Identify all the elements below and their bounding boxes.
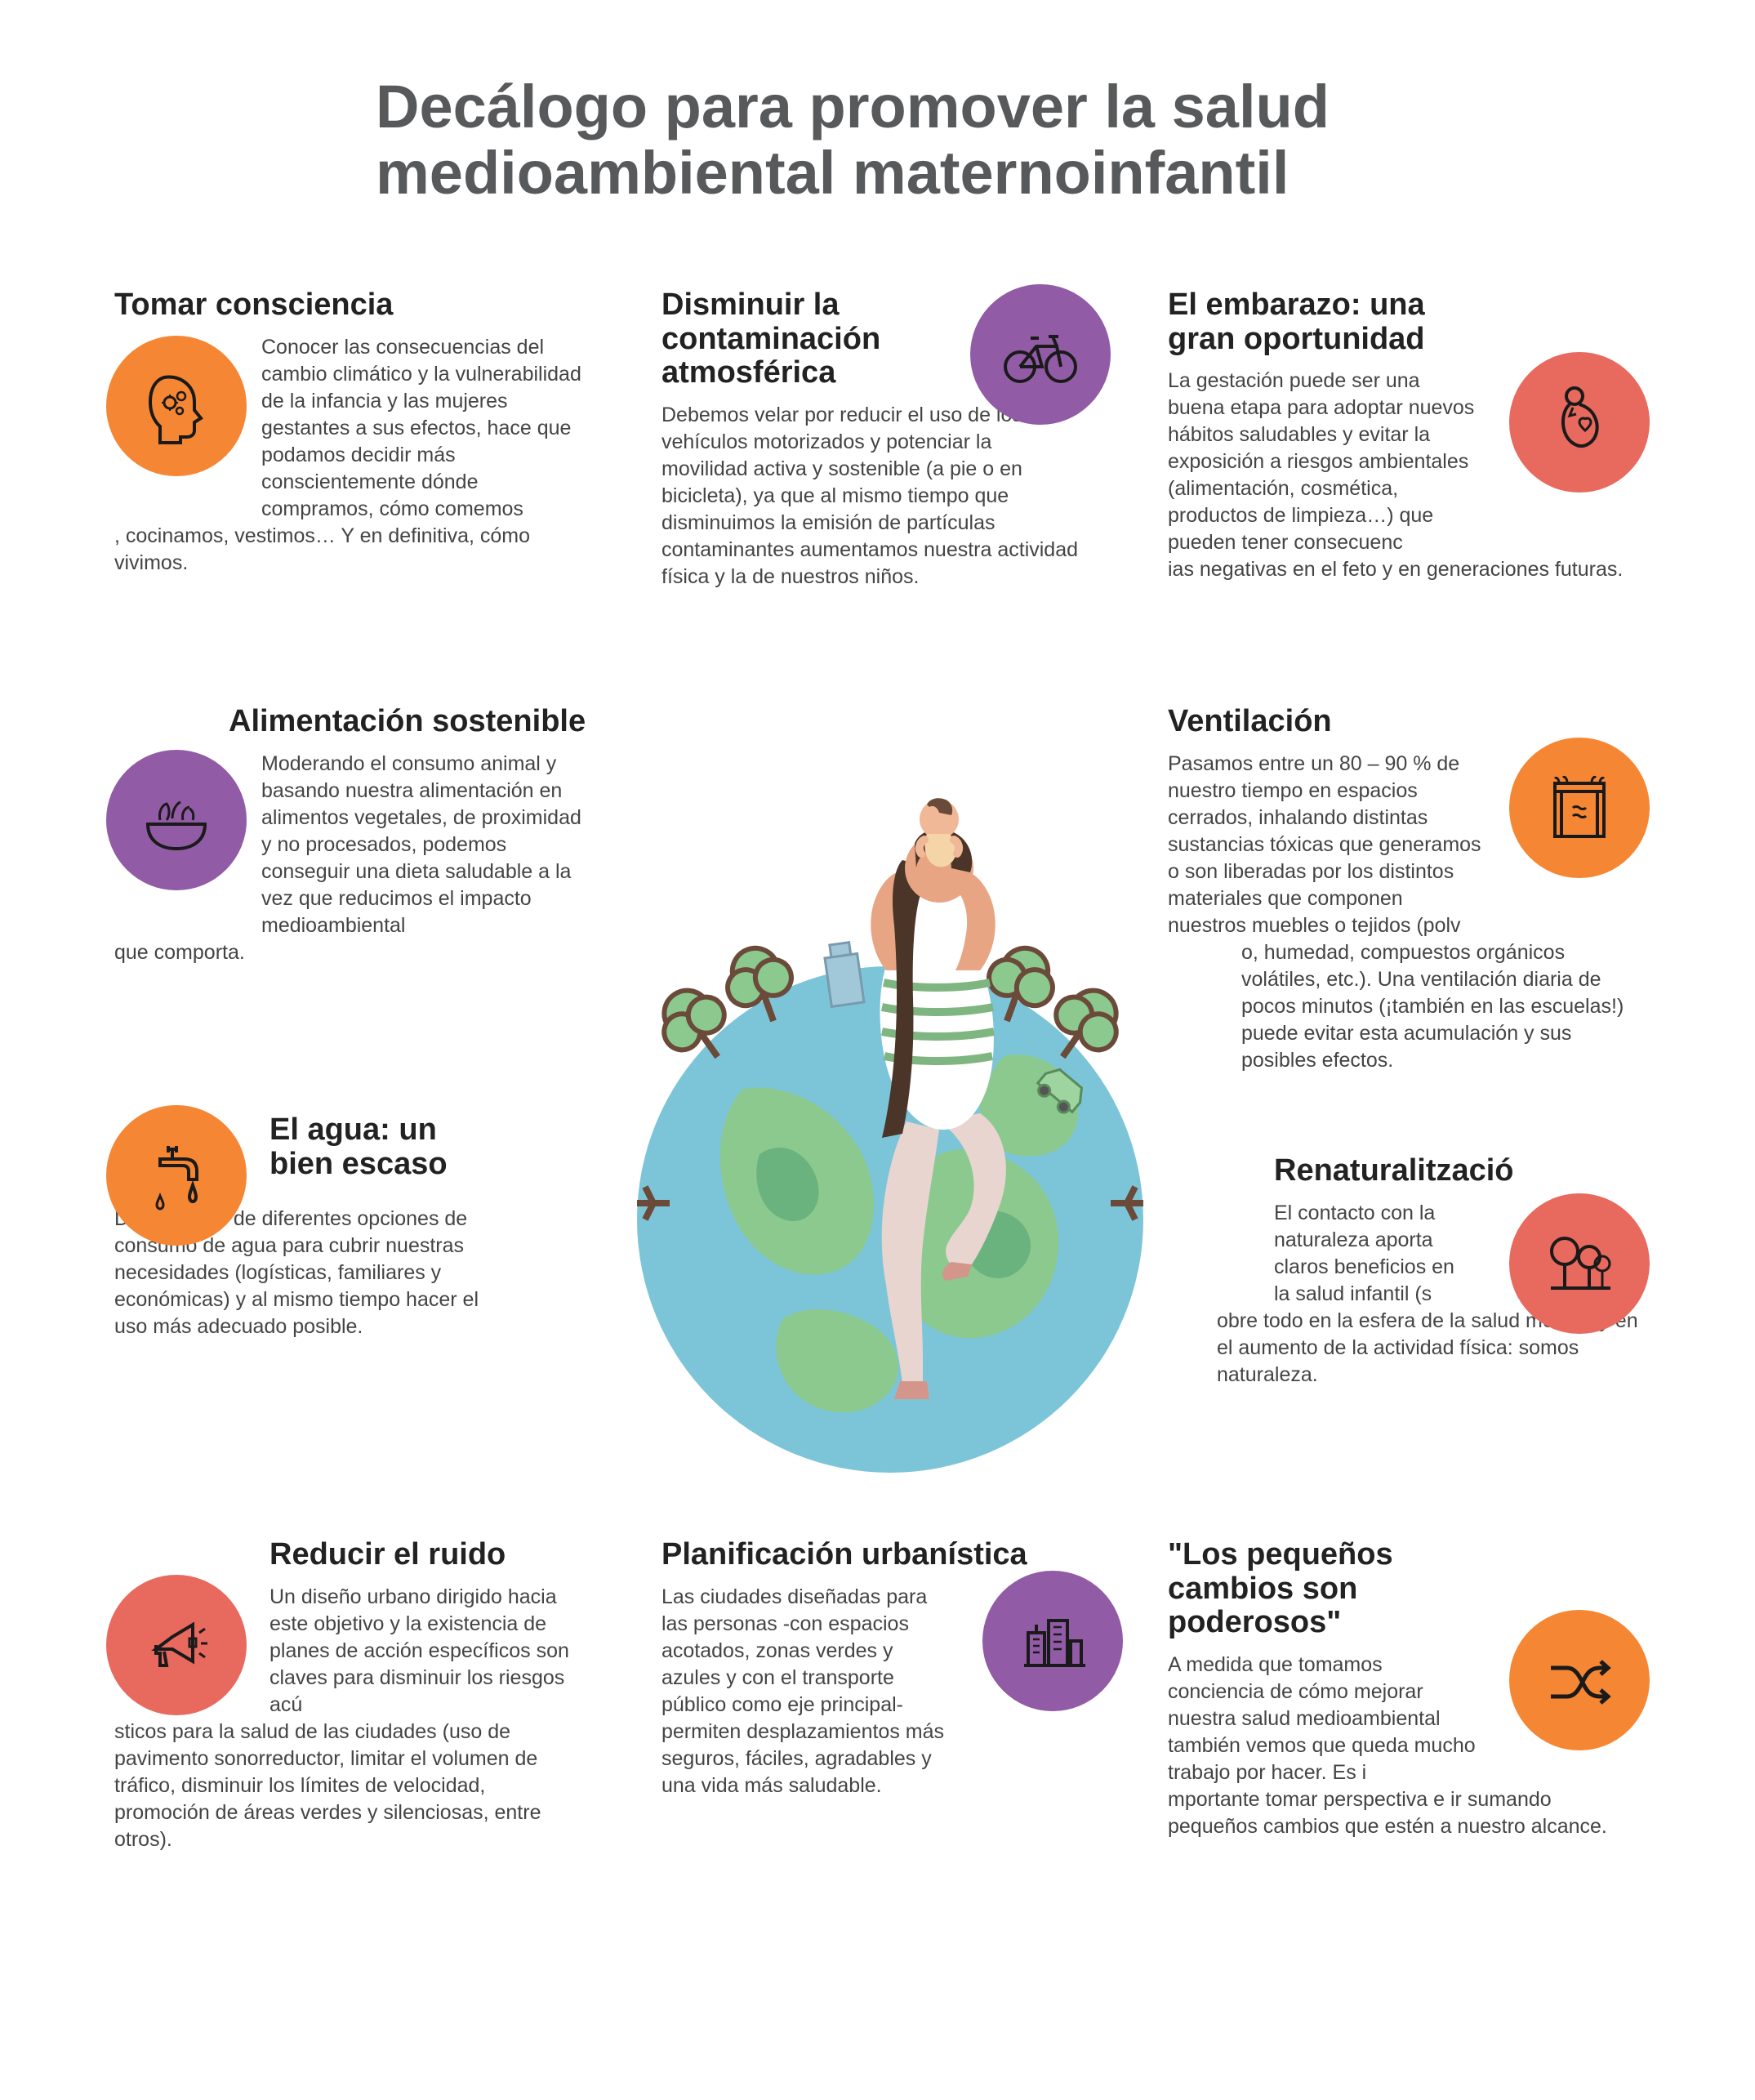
- item-consciencia: Tomar consciencia Conocer las consecuenc…: [114, 288, 588, 577]
- item-body: Moderando el consumo animal y basando nu…: [261, 751, 588, 939]
- pregnant-icon: [1509, 352, 1650, 493]
- trees-icon: [1509, 1193, 1650, 1334]
- item-heading: El embarazo: una gran oportunidad: [1168, 288, 1462, 357]
- item-pequenos: "Los pequeños cambios son poderosos" A m…: [1168, 1538, 1641, 1840]
- item-body-cont: , cocinamos, vestimos… Y en definitiva, …: [114, 523, 572, 577]
- item-body: Debemos velar por reducir el uso de los …: [661, 402, 1078, 591]
- item-heading: El agua: un bien escaso: [269, 1113, 449, 1182]
- item-heading: "Los pequeños cambios son poderosos": [1168, 1538, 1494, 1640]
- item-ventilacion: Ventilación Pasamos entre un 80 – 90 % d…: [1168, 705, 1641, 1074]
- item-heading: Planificación urbanística: [661, 1538, 1119, 1572]
- item-embarazo: El embarazo: una gran oportunidad La ges…: [1168, 288, 1641, 584]
- item-body: El contacto con la naturaleza aporta cla…: [1274, 1200, 1470, 1308]
- bowl-icon: [106, 750, 247, 890]
- window-icon: [1509, 738, 1650, 878]
- item-body-cont: mportante tomar perspectiva e ir sumando…: [1168, 1786, 1641, 1840]
- head-icon: [106, 336, 247, 476]
- item-heading: Renaturalització: [1274, 1154, 1641, 1188]
- item-heading: Disminuir la contaminación atmosférica: [661, 288, 939, 390]
- item-heading: Reducir el ruido: [269, 1538, 588, 1572]
- item-atmosferica: Disminuir la contaminación atmosférica D…: [661, 288, 1102, 591]
- tap-icon: [106, 1105, 247, 1246]
- item-body-cont: ias negativas en el feto y en generacion…: [1168, 556, 1641, 583]
- page-title: Decálogo para promover la salud medioamb…: [376, 74, 1519, 207]
- central-illustration: [596, 746, 1184, 1481]
- item-body: Las ciudades diseñadas para las personas…: [661, 1584, 955, 1799]
- item-heading: Tomar consciencia: [114, 288, 588, 323]
- item-body: A medida que tomamos conciencia de cómo …: [1168, 1652, 1478, 1786]
- megaphone-icon: [106, 1575, 247, 1715]
- item-body-cont: sticos para la salud de las ciudades (us…: [114, 1719, 580, 1853]
- bike-icon: [970, 284, 1111, 425]
- item-agua: El agua: un bien escaso Disponemos de di…: [114, 1113, 588, 1341]
- city-icon: [982, 1571, 1123, 1711]
- item-body: La gestación puede ser una buena etapa p…: [1168, 368, 1478, 556]
- item-body-cont: o, humedad, compuestos orgánicos volátil…: [1241, 939, 1641, 1074]
- item-heading: Ventilación: [1168, 705, 1641, 739]
- arrows-icon: [1509, 1610, 1650, 1750]
- item-body: Un diseño urbano dirigido hacia este obj…: [269, 1584, 580, 1719]
- item-heading: Alimentación sostenible: [229, 705, 588, 739]
- item-ruido: Reducir el ruido Un diseño urbano dirigi…: [114, 1538, 588, 1853]
- item-body: Conocer las consecuencias del cambio cli…: [261, 334, 588, 523]
- item-body-cont: que comporta.: [114, 939, 555, 966]
- item-body: Pasamos entre un 80 – 90 % de nuestro ti…: [1168, 751, 1486, 939]
- item-renaturalitzacion: Renaturalització El contacto con la natu…: [1168, 1154, 1641, 1389]
- item-urbanistica: Planificación urbanística Las ciudades d…: [661, 1538, 1119, 1799]
- infographic-grid: Tomar consciencia Conocer las consecuenc…: [114, 288, 1641, 2004]
- item-alimentacion: Alimentación sostenible Moderando el con…: [114, 705, 588, 966]
